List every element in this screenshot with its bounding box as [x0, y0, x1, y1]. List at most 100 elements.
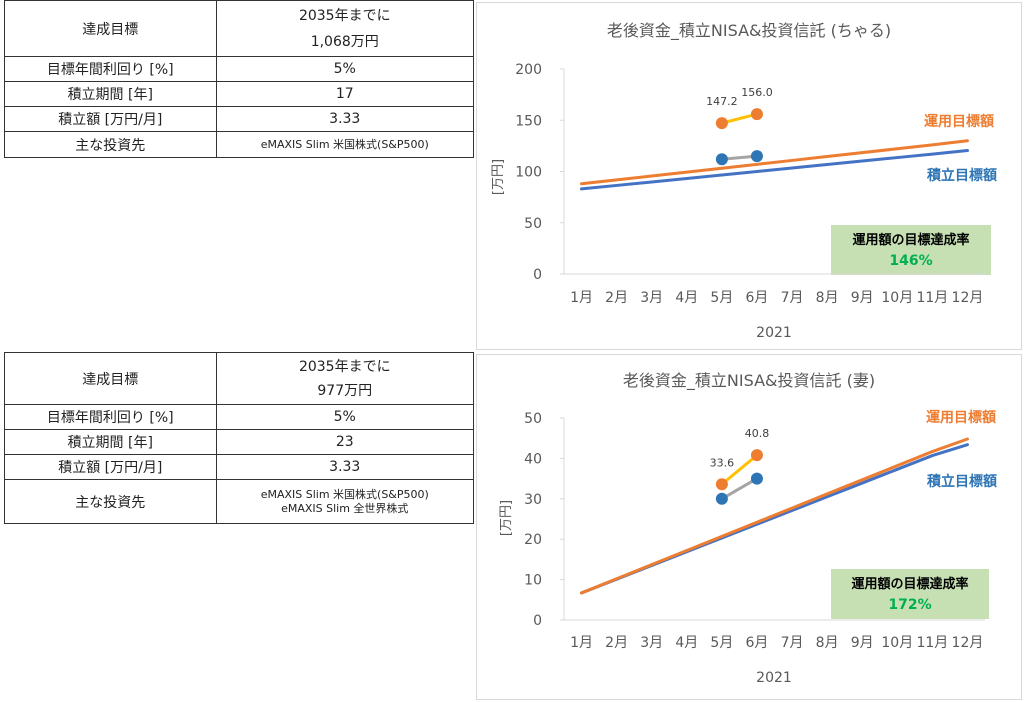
y-tick-label: 50	[524, 411, 542, 427]
chart-2: 老後資金_積立NISA&投資信託 (妻) [万円] 2021 運用目標額 積立目…	[476, 354, 1022, 700]
actual-point	[715, 153, 728, 166]
x-tick-label: 7月	[781, 635, 804, 651]
goal-label: 達成目標	[4, 0, 217, 57]
fund-value-line2: eMAXIS Slim 全世界株式	[281, 501, 409, 515]
x-tick-label: 6月	[745, 635, 768, 651]
goal-label: 達成目標	[4, 352, 217, 405]
x-tick-label: 9月	[851, 290, 874, 306]
actual-point	[715, 478, 728, 491]
x-axis-label: 2021	[756, 670, 792, 686]
x-tick-label: 2月	[605, 635, 628, 651]
x-tick-label: 4月	[675, 635, 698, 651]
series-label-accumulation: 積立目標額	[926, 473, 997, 490]
period-value: 23	[215, 429, 475, 455]
goal-value: 2035年までに 1,068万円	[215, 0, 475, 57]
actual-line	[721, 477, 758, 501]
x-tick-label: 4月	[675, 290, 698, 306]
actual-point	[750, 108, 763, 121]
achievement-box	[831, 569, 989, 619]
goal-value-line1: 2035年までに	[298, 7, 391, 24]
chart-2-svg: 老後資金_積立NISA&投資信託 (妻) [万円] 2021 運用目標額 積立目…	[499, 371, 997, 686]
y-tick-label: 40	[524, 451, 542, 467]
data-label: 156.0	[741, 86, 773, 99]
table-row: 目標年間利回り [%] 5%	[4, 404, 475, 430]
x-tick-label: 9月	[851, 635, 874, 651]
achievement-label: 運用額の目標達成率	[852, 232, 969, 248]
actual-point	[750, 150, 763, 163]
x-tick-label: 1月	[570, 635, 593, 651]
goal-value-line2: 1,068万円	[310, 33, 379, 50]
y-tick-label: 10	[524, 573, 542, 589]
x-tick-label: 12月	[952, 290, 984, 306]
y-tick-label: 30	[524, 492, 542, 508]
x-tick-label: 11月	[916, 635, 948, 651]
series-line-operation	[580, 139, 969, 186]
x-tick-label: 8月	[816, 290, 839, 306]
goal-value: 2035年までに 977万円	[215, 352, 475, 405]
data-label: 40.8	[745, 427, 770, 440]
chart-1: 老後資金_積立NISA&投資信託 (ちゃる) [万円] 2021 運用目標額 積…	[476, 2, 1022, 350]
y-tick-label: 20	[524, 532, 542, 548]
x-tick-label: 2月	[605, 290, 628, 306]
table-row: 積立額 [万円/月] 3.33	[4, 106, 475, 132]
period-label: 積立期間 [年]	[4, 81, 217, 107]
fund-value: eMAXIS Slim 米国株式(S&P500) eMAXIS Slim 全世界…	[215, 479, 475, 524]
return-value: 5%	[215, 56, 475, 82]
data-label: 33.6	[710, 456, 735, 469]
y-axis-label: [万円]	[499, 500, 514, 536]
fund-label: 主な投資先	[4, 131, 217, 158]
fund-value: eMAXIS Slim 米国株式(S&P500)	[215, 131, 475, 158]
return-label: 目標年間利回り [%]	[4, 56, 217, 82]
table-row: 達成目標 2035年までに 1,068万円	[4, 0, 475, 57]
x-tick-label: 11月	[916, 290, 948, 306]
monthly-value: 3.33	[215, 106, 475, 132]
monthly-value: 3.33	[215, 454, 475, 480]
chart-title: 老後資金_積立NISA&投資信託 (妻)	[623, 371, 875, 391]
y-tick-label: 0	[533, 267, 542, 283]
actual-point	[750, 449, 763, 462]
series-line-accumulation	[580, 148, 969, 191]
period-value: 17	[215, 81, 475, 107]
x-tick-label: 3月	[640, 290, 663, 306]
x-tick-label: 5月	[710, 290, 733, 306]
fund-label: 主な投資先	[4, 479, 217, 524]
actual-point	[715, 117, 728, 130]
table-row: 達成目標 2035年までに 977万円	[4, 352, 475, 405]
fund-value-line1: eMAXIS Slim 米国株式(S&P500)	[260, 487, 429, 501]
achievement-box	[831, 225, 991, 275]
chart-title: 老後資金_積立NISA&投資信託 (ちゃる)	[607, 21, 891, 41]
achievement-label: 運用額の目標達成率	[851, 576, 968, 592]
y-tick-label: 200	[515, 62, 542, 78]
x-tick-label: 8月	[816, 635, 839, 651]
table-row: 積立額 [万円/月] 3.33	[4, 454, 475, 480]
plot-area: 0 10 20 30 40 50 1月 2月 3月 4月 5月 6月 7月 8月 9月 10月 11月 12月 33…	[524, 411, 985, 651]
data-label: 147.2	[706, 95, 738, 108]
x-tick-label: 5月	[710, 635, 733, 651]
series-label-operation: 運用目標額	[926, 409, 996, 426]
return-label: 目標年間利回り [%]	[4, 404, 217, 430]
series-line-operation	[580, 437, 969, 595]
y-tick-label: 100	[515, 165, 542, 181]
achievement-rate: 172%	[888, 597, 931, 613]
x-tick-label: 7月	[781, 290, 804, 306]
actual-line	[720, 454, 758, 486]
goal-value-line2: 977万円	[317, 382, 373, 399]
x-tick-label: 10月	[881, 290, 913, 306]
summary-table-1: 達成目標 2035年までに 1,068万円 目標年間利回り [%] 5% 積立期…	[4, 0, 475, 158]
table-row: 主な投資先 eMAXIS Slim 米国株式(S&P500) eMAXIS Sl…	[4, 479, 475, 524]
monthly-label: 積立額 [万円/月]	[4, 106, 217, 132]
x-tick-label: 1月	[570, 290, 593, 306]
table-row: 目標年間利回り [%] 5%	[4, 56, 475, 82]
actual-line	[721, 112, 758, 125]
return-value: 5%	[215, 404, 475, 430]
x-tick-label: 3月	[640, 635, 663, 651]
table-row: 積立期間 [年] 23	[4, 429, 475, 455]
monthly-label: 積立額 [万円/月]	[4, 454, 217, 480]
achievement-rate: 146%	[889, 253, 932, 269]
x-tick-label: 12月	[952, 635, 984, 651]
table-row: 主な投資先 eMAXIS Slim 米国株式(S&P500)	[4, 131, 475, 158]
chart-1-svg: 老後資金_積立NISA&投資信託 (ちゃる) [万円] 2021 運用目標額 積…	[491, 21, 997, 341]
actual-point	[750, 472, 763, 485]
y-tick-label: 50	[524, 216, 542, 232]
table-row: 積立期間 [年] 17	[4, 81, 475, 107]
